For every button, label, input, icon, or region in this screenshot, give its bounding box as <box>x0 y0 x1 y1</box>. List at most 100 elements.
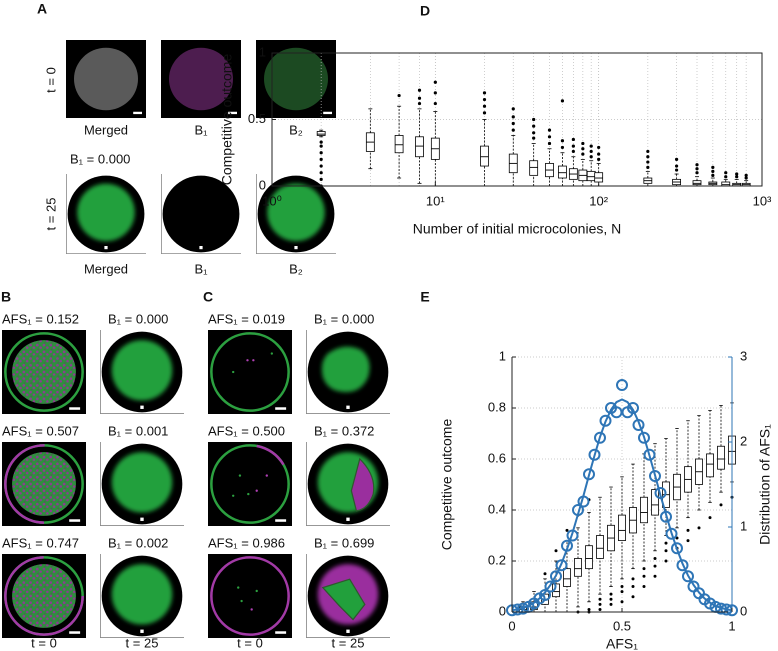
caption: Merged <box>84 122 128 137</box>
distribution-point <box>566 529 579 542</box>
afs-label: AFS₁ = 0.500 <box>208 423 285 438</box>
b1-label: B₁ = 0.000 <box>314 311 374 326</box>
image-b2 <box>256 40 336 118</box>
distribution-point <box>550 570 562 583</box>
y-tick-label: 1 <box>259 44 266 59</box>
y2-tick-label: 0 <box>740 603 747 618</box>
outlier <box>319 164 323 168</box>
outlier <box>319 157 323 161</box>
box <box>585 545 593 570</box>
box <box>394 135 404 154</box>
y-tick-label: 0.5 <box>248 111 266 126</box>
afs-label: AFS₁ = 0.747 <box>2 535 79 550</box>
box <box>563 568 571 587</box>
outlier <box>547 141 552 146</box>
outlier <box>581 141 585 146</box>
outlier <box>598 602 602 606</box>
outlier <box>708 516 712 520</box>
outlier <box>560 99 565 103</box>
outlier <box>664 549 668 553</box>
outlier <box>620 600 624 604</box>
outlier <box>482 97 487 102</box>
afs-label: AFS₁ = 0.152 <box>2 311 79 326</box>
distribution-point <box>555 559 568 572</box>
outlier <box>609 602 613 606</box>
outlier <box>744 173 748 177</box>
outlier <box>587 607 591 611</box>
outlier <box>511 128 515 132</box>
outlier <box>417 101 422 106</box>
outlier <box>581 147 585 151</box>
outlier <box>695 167 699 171</box>
distribution-point <box>671 542 683 555</box>
distribution-point <box>632 419 645 431</box>
outlier <box>482 111 487 115</box>
annotation: B₁ = 0.000 <box>70 151 130 166</box>
column-label: t = 25 <box>332 635 365 650</box>
distribution-point <box>599 414 612 427</box>
y2-tick-label: 1 <box>740 518 747 533</box>
image-t0 <box>208 554 292 638</box>
outlier <box>631 577 635 581</box>
outlier <box>532 124 536 128</box>
panel-label: D <box>420 3 430 19</box>
caption: B₂ <box>289 122 303 137</box>
outlier <box>511 107 515 111</box>
distribution-point <box>544 580 557 593</box>
b1-label: B₁ = 0.372 <box>314 423 374 438</box>
outlier <box>397 93 401 98</box>
caption: B₁ <box>194 261 208 276</box>
outlier <box>532 131 536 135</box>
image-t0 <box>2 330 86 414</box>
outlier <box>620 585 624 588</box>
y-axis-label: Competitive outcome <box>219 54 235 186</box>
distribution-point <box>572 504 584 516</box>
distribution-point <box>583 468 595 481</box>
panel-b: B AFS₁ = 0.152 B₁ = 0.000 AFS₁ = 0.507 B… <box>1 289 184 650</box>
outlier <box>653 556 657 560</box>
box <box>480 145 489 167</box>
outlier <box>735 172 739 176</box>
image-t0 <box>2 554 86 638</box>
outlier <box>664 559 668 563</box>
outlier <box>724 175 728 179</box>
image-t25 <box>100 442 184 526</box>
row-label: t = 25 <box>43 198 58 231</box>
y-tick-label: 0 <box>499 603 506 618</box>
y-tick-label: 1 <box>499 348 506 363</box>
y-tick-label: 0.8 <box>488 399 506 414</box>
outlier <box>711 165 715 169</box>
box <box>721 181 731 187</box>
box <box>316 131 326 136</box>
distribution-point <box>588 448 601 461</box>
image-t25 <box>100 330 184 414</box>
box <box>596 535 604 559</box>
box <box>618 514 626 541</box>
image-t0 <box>2 442 86 526</box>
distribution-fit <box>511 398 733 612</box>
y-tick-label: 0.2 <box>488 552 506 567</box>
x-tick-label: 10⁰ <box>262 193 282 208</box>
outlier <box>560 145 565 150</box>
image-t0 <box>208 442 292 526</box>
box <box>586 170 596 182</box>
y-axis-label: Competitive outcome <box>439 419 455 551</box>
distribution-point <box>660 510 672 523</box>
box <box>717 445 725 470</box>
box <box>594 172 604 183</box>
box <box>640 496 648 524</box>
outlier <box>711 169 715 173</box>
outlier <box>482 91 487 95</box>
outlier <box>532 136 536 140</box>
outlier <box>319 144 323 148</box>
y-tick-label: 0.6 <box>488 450 506 465</box>
distribution-point <box>715 602 727 615</box>
distribution-point <box>539 589 551 601</box>
box <box>415 136 424 158</box>
outlier <box>609 592 613 596</box>
outlier <box>417 96 422 100</box>
x-tick-label: 1 <box>728 618 735 633</box>
distribution-point <box>665 527 678 540</box>
outlier <box>571 144 575 148</box>
